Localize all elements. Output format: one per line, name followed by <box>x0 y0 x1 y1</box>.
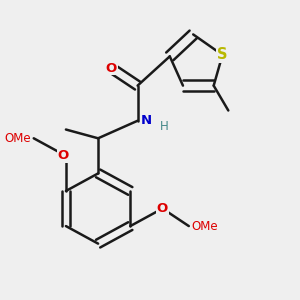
Text: N: N <box>140 114 152 127</box>
Text: OMe: OMe <box>4 132 31 145</box>
Text: O: O <box>106 61 117 75</box>
Text: O: O <box>57 149 69 162</box>
Text: S: S <box>217 47 228 62</box>
Text: O: O <box>157 202 168 215</box>
Text: OMe: OMe <box>192 220 218 232</box>
Text: H: H <box>160 120 168 133</box>
